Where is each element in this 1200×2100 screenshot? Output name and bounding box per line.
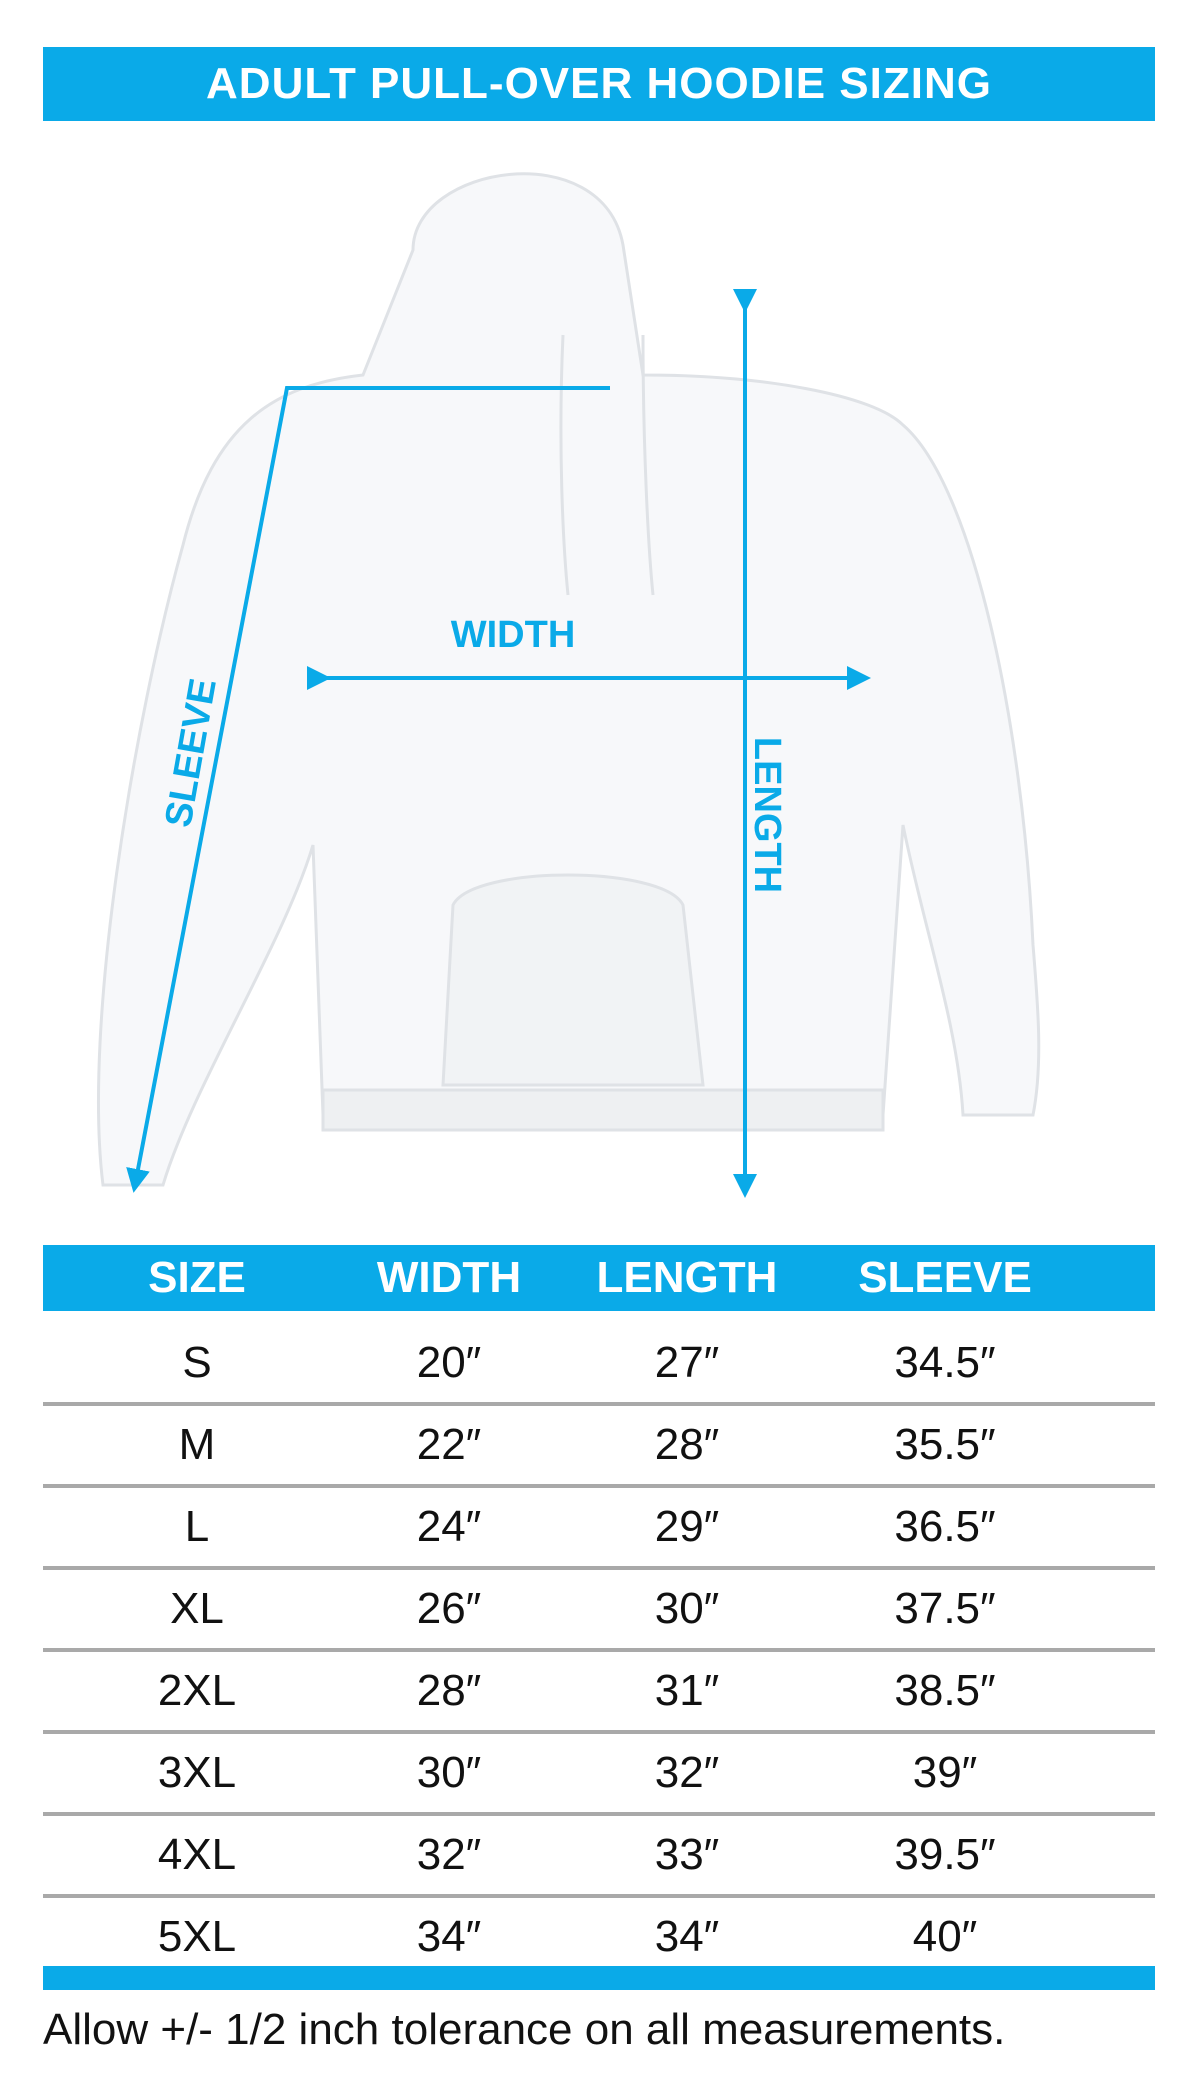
table-row: XL 26″ 30″ 37.5″ <box>43 1568 1155 1650</box>
table-cell: 39″ <box>912 1748 978 1797</box>
table-cell: S <box>182 1338 212 1387</box>
table-row: M 22″ 28″ 35.5″ <box>43 1404 1155 1486</box>
table-cell: 4XL <box>157 1830 237 1879</box>
column-header: LENGTH <box>596 1253 778 1302</box>
table-row: 5XL 34″ 34″ 40″ <box>43 1896 1155 1978</box>
table-cell: 22″ <box>416 1420 482 1469</box>
table-cell: 34.5″ <box>894 1338 996 1387</box>
row-divider <box>43 1894 1155 1898</box>
table-cell: 34″ <box>654 1912 720 1961</box>
title-banner: ADULT PULL-OVER HOODIE SIZING <box>43 47 1155 121</box>
row-divider <box>43 1402 1155 1406</box>
table-cell: 40″ <box>912 1912 978 1961</box>
table-cell: 36.5″ <box>894 1502 996 1551</box>
length-label: LENGTH <box>746 737 788 893</box>
table-cell: 39.5″ <box>894 1830 996 1879</box>
table-cell: 27″ <box>654 1338 720 1387</box>
table-footer-bar <box>43 1966 1155 1990</box>
table-cell: 26″ <box>416 1584 482 1633</box>
tolerance-note: Allow +/- 1/2 inch tolerance on all meas… <box>43 2005 1006 2054</box>
row-divider <box>43 1812 1155 1816</box>
sleeve-arrow <box>126 386 610 1193</box>
hoodie-diagram: WIDTH LENGTH SLEEVE <box>96 172 1041 1198</box>
row-divider <box>43 1730 1155 1734</box>
table-cell: XL <box>170 1584 224 1633</box>
table-cell: 29″ <box>654 1502 720 1551</box>
table-cell: 30″ <box>416 1748 482 1797</box>
page-title: ADULT PULL-OVER HOODIE SIZING <box>206 59 992 108</box>
table-cell: 37.5″ <box>894 1584 996 1633</box>
table-cell: 38.5″ <box>894 1666 996 1715</box>
table-cell: M <box>178 1420 216 1469</box>
table-cell: 28″ <box>654 1420 720 1469</box>
table-cell: 35.5″ <box>894 1420 996 1469</box>
row-divider <box>43 1648 1155 1652</box>
column-header: SLEEVE <box>858 1253 1032 1302</box>
column-header: WIDTH <box>376 1253 522 1302</box>
row-divider <box>43 1566 1155 1570</box>
table-cell: 5XL <box>157 1912 237 1961</box>
table-row: S 20″ 27″ 34.5″ <box>43 1322 1155 1404</box>
table-cell: L <box>184 1502 210 1551</box>
width-label: WIDTH <box>451 614 576 656</box>
table-cell: 33″ <box>654 1830 720 1879</box>
table-cell: 24″ <box>416 1502 482 1551</box>
table-cell: 28″ <box>416 1666 482 1715</box>
table-cell: 30″ <box>654 1584 720 1633</box>
column-header: SIZE <box>148 1253 246 1302</box>
table-row: 4XL 32″ 33″ 39.5″ <box>43 1814 1155 1896</box>
table-header: SIZE WIDTH LENGTH SLEEVE <box>43 1245 1155 1311</box>
measurement-arrows <box>126 289 871 1198</box>
table-cell: 34″ <box>416 1912 482 1961</box>
table-cell: 31″ <box>654 1666 720 1715</box>
table-cell: 20″ <box>416 1338 482 1387</box>
table-row: 3XL 30″ 32″ 39″ <box>43 1732 1155 1814</box>
table-cell: 32″ <box>416 1830 482 1879</box>
table-cell: 2XL <box>157 1666 237 1715</box>
table-row: 2XL 28″ 31″ 38.5″ <box>43 1650 1155 1732</box>
table-cell: 3XL <box>157 1748 237 1797</box>
table-cell: 32″ <box>654 1748 720 1797</box>
row-divider <box>43 1484 1155 1488</box>
table-row: L 24″ 29″ 36.5″ <box>43 1486 1155 1568</box>
